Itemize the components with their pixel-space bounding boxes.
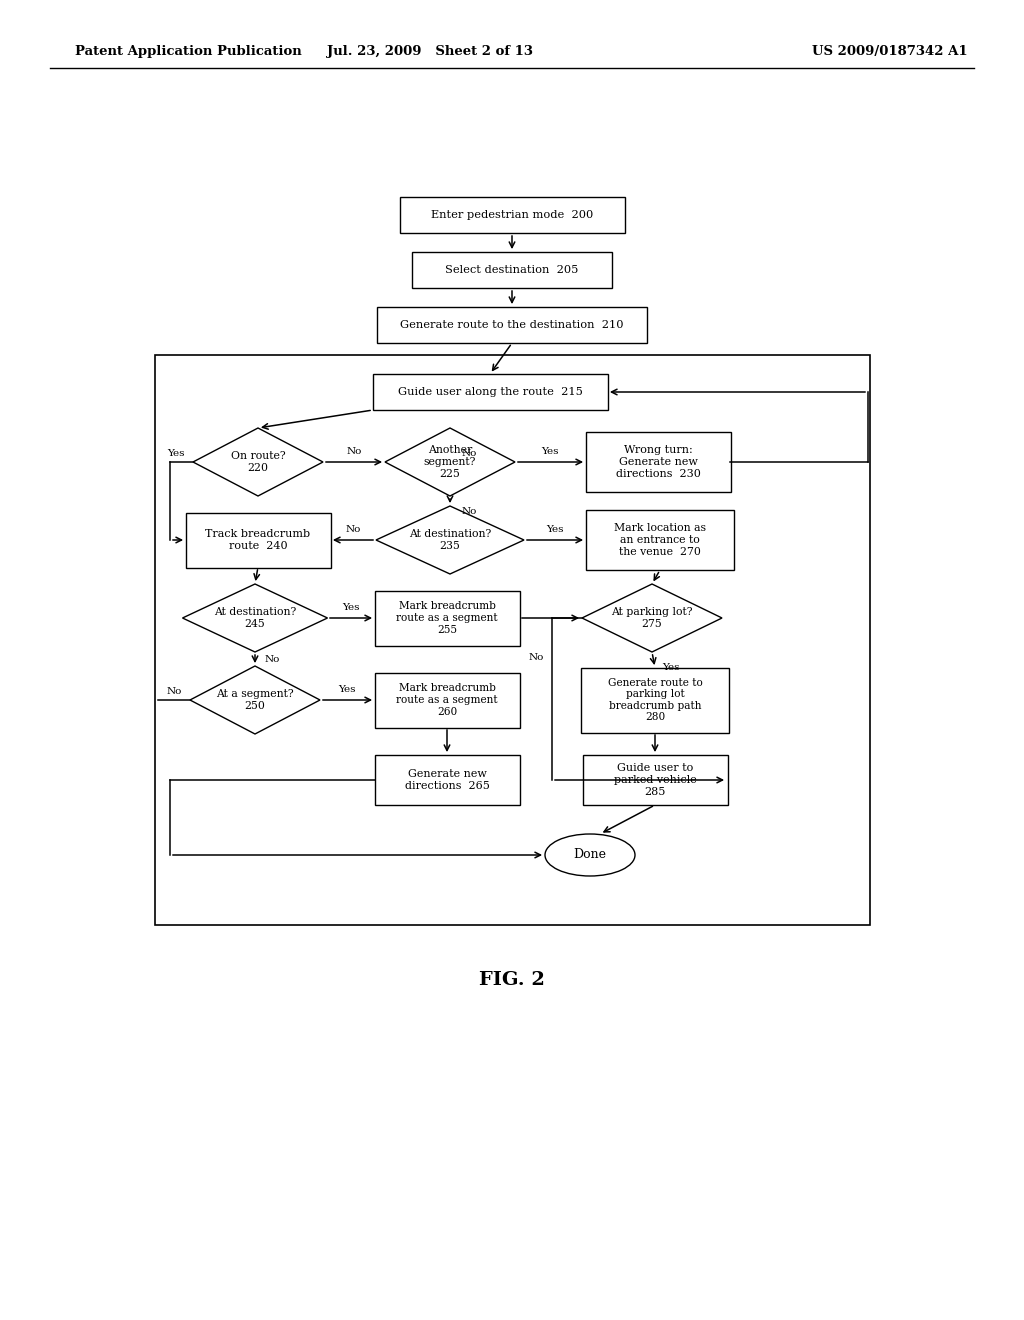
Text: Another
segment?
225: Another segment? 225 xyxy=(424,445,476,479)
Ellipse shape xyxy=(545,834,635,876)
Text: FIG. 2: FIG. 2 xyxy=(479,972,545,989)
Text: Mark location as
an entrance to
the venue  270: Mark location as an entrance to the venu… xyxy=(614,524,706,557)
FancyBboxPatch shape xyxy=(375,755,519,805)
Text: Yes: Yes xyxy=(662,664,680,672)
Text: No: No xyxy=(462,507,477,516)
Text: At parking lot?
275: At parking lot? 275 xyxy=(611,607,693,628)
FancyBboxPatch shape xyxy=(375,672,519,727)
Text: Done: Done xyxy=(573,849,606,862)
Text: Select destination  205: Select destination 205 xyxy=(445,265,579,275)
Polygon shape xyxy=(385,428,515,496)
Text: US 2009/0187342 A1: US 2009/0187342 A1 xyxy=(812,45,968,58)
Text: Generate new
directions  265: Generate new directions 265 xyxy=(404,770,489,791)
Text: Jul. 23, 2009   Sheet 2 of 13: Jul. 23, 2009 Sheet 2 of 13 xyxy=(327,45,534,58)
Text: Patent Application Publication: Patent Application Publication xyxy=(75,45,302,58)
Text: Yes: Yes xyxy=(342,603,359,612)
FancyBboxPatch shape xyxy=(377,308,647,343)
Text: Yes: Yes xyxy=(542,447,559,457)
Text: At a segment?
250: At a segment? 250 xyxy=(216,689,294,710)
FancyBboxPatch shape xyxy=(586,510,734,570)
Text: On route?
220: On route? 220 xyxy=(230,451,286,473)
FancyBboxPatch shape xyxy=(185,512,331,568)
Polygon shape xyxy=(193,428,323,496)
Polygon shape xyxy=(376,506,524,574)
FancyBboxPatch shape xyxy=(373,374,607,411)
Text: At destination?
235: At destination? 235 xyxy=(409,529,492,550)
Text: Guide user along the route  215: Guide user along the route 215 xyxy=(397,387,583,397)
Text: Generate route to the destination  210: Generate route to the destination 210 xyxy=(400,319,624,330)
FancyBboxPatch shape xyxy=(581,668,729,733)
Text: Yes: Yes xyxy=(546,525,564,535)
Text: Mark breadcrumb
route as a segment
260: Mark breadcrumb route as a segment 260 xyxy=(396,684,498,717)
FancyBboxPatch shape xyxy=(412,252,612,288)
Polygon shape xyxy=(190,667,319,734)
Text: Enter pedestrian mode  200: Enter pedestrian mode 200 xyxy=(431,210,593,220)
Polygon shape xyxy=(182,583,328,652)
Text: Wrong turn:
Generate new
directions  230: Wrong turn: Generate new directions 230 xyxy=(615,445,700,479)
Text: Yes: Yes xyxy=(168,450,185,458)
FancyBboxPatch shape xyxy=(586,432,730,492)
Text: At destination?
245: At destination? 245 xyxy=(214,607,296,628)
Polygon shape xyxy=(582,583,722,652)
FancyBboxPatch shape xyxy=(375,590,519,645)
Text: Yes: Yes xyxy=(338,685,355,694)
FancyBboxPatch shape xyxy=(583,755,727,805)
Text: No: No xyxy=(462,449,477,458)
Text: Mark breadcrumb
route as a segment
255: Mark breadcrumb route as a segment 255 xyxy=(396,602,498,635)
Text: Generate route to
parking lot
breadcrumb path
280: Generate route to parking lot breadcrumb… xyxy=(607,677,702,722)
Text: No: No xyxy=(346,447,361,457)
Text: No: No xyxy=(167,688,182,697)
Text: Track breadcrumb
route  240: Track breadcrumb route 240 xyxy=(206,529,310,550)
FancyBboxPatch shape xyxy=(399,197,625,234)
Text: No: No xyxy=(265,655,281,664)
Text: No: No xyxy=(528,653,544,663)
Text: Guide user to
parked vehicle
285: Guide user to parked vehicle 285 xyxy=(613,763,696,796)
Text: No: No xyxy=(345,525,360,535)
